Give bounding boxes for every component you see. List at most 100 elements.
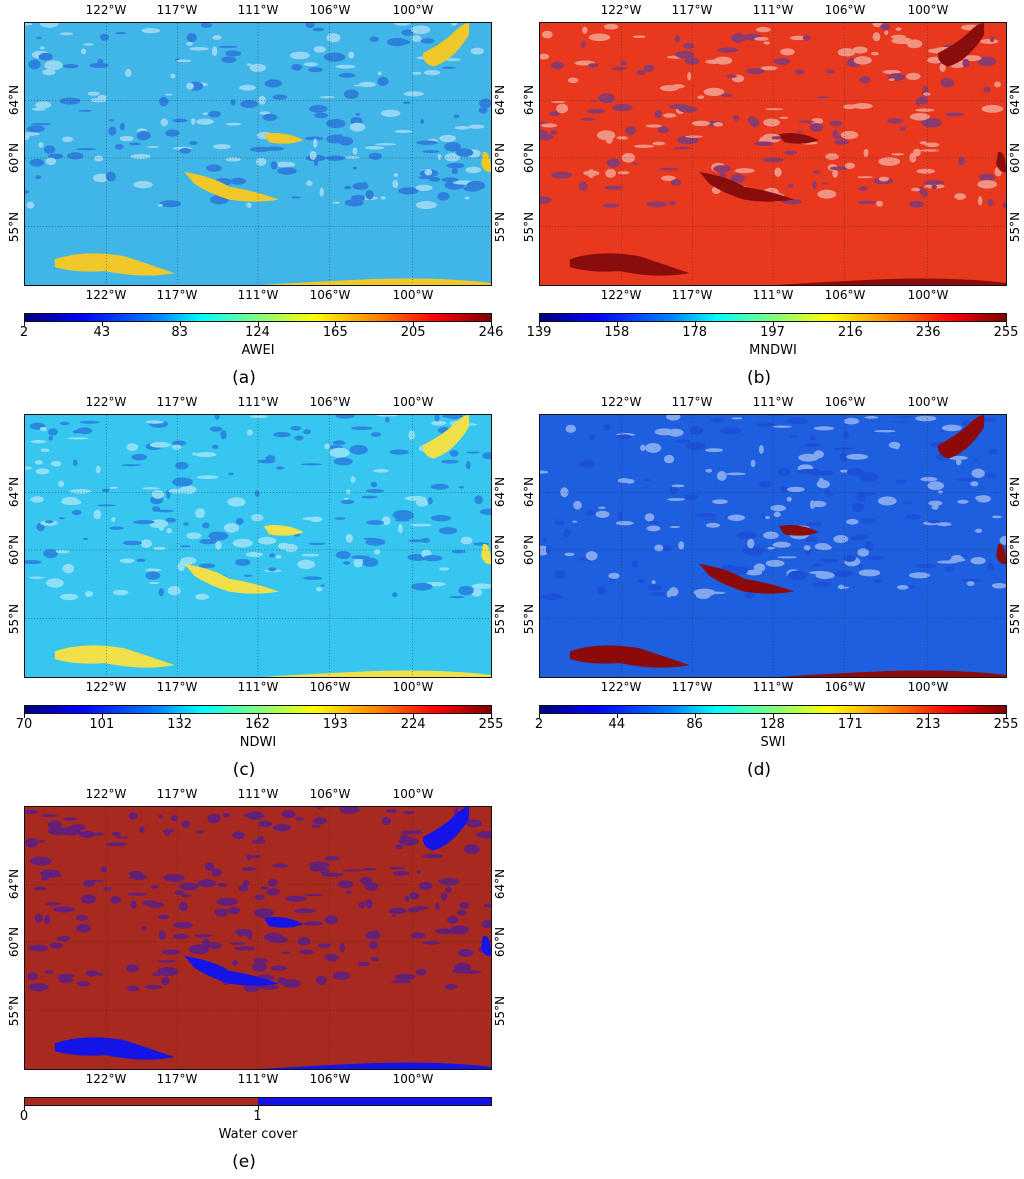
lake-4 xyxy=(202,670,491,677)
terrain-patch xyxy=(370,481,378,488)
terrain-patch xyxy=(255,157,267,166)
terrain-patch xyxy=(603,23,619,30)
terrain-patch xyxy=(398,523,403,534)
terrain-patch xyxy=(948,455,968,461)
terrain-patch xyxy=(732,114,740,121)
terrain-patch xyxy=(407,907,420,913)
terrain-patch xyxy=(758,480,774,488)
terrain-patch xyxy=(809,570,831,575)
terrain-patch xyxy=(317,807,322,810)
terrain-patch xyxy=(551,171,573,179)
lon-label-bottom: 122°W xyxy=(600,680,642,694)
terrain-patch xyxy=(148,581,160,584)
terrain-patch xyxy=(788,435,799,438)
terrain-patch xyxy=(309,150,317,160)
terrain-patch xyxy=(72,430,80,434)
terrain-patch xyxy=(986,563,995,572)
terrain-patch xyxy=(58,973,75,978)
terrain-patch xyxy=(915,108,935,112)
colorbar-tick-label: 83 xyxy=(171,325,188,340)
terrain-patch xyxy=(232,959,238,967)
terrain-patch xyxy=(844,556,861,567)
terrain-patch xyxy=(832,168,838,178)
colorbar-tick xyxy=(257,1106,259,1110)
terrain-patch xyxy=(780,48,795,56)
terrain-patch xyxy=(47,820,62,830)
terrain-patch xyxy=(786,569,801,579)
terrain-patch xyxy=(747,115,756,125)
terrain-patch xyxy=(279,825,292,829)
terrain-patch xyxy=(689,426,704,436)
terrain-patch xyxy=(329,447,350,458)
terrain-patch xyxy=(93,509,102,520)
terrain-patch xyxy=(444,142,462,152)
terrain-patch xyxy=(621,152,635,163)
terrain-patch xyxy=(141,926,147,931)
terrain-patch xyxy=(765,108,784,111)
terrain-patch xyxy=(420,538,431,543)
terrain-patch xyxy=(93,173,109,183)
terrain-patch xyxy=(28,576,45,579)
lake-2 xyxy=(184,955,279,986)
lake-2 xyxy=(184,171,279,202)
terrain-patch xyxy=(338,136,354,146)
terrain-patch xyxy=(863,148,869,158)
terrain-patch xyxy=(202,938,210,949)
panel-label: (c) xyxy=(232,760,256,780)
terrain-patch xyxy=(29,158,45,167)
lat-label-right: 60°N xyxy=(493,926,507,958)
terrain-patch xyxy=(202,112,209,115)
terrain-patch xyxy=(646,525,661,532)
terrain-patch xyxy=(168,488,189,494)
terrain-patch xyxy=(305,894,324,897)
terrain-patch xyxy=(198,563,216,569)
terrain-patch xyxy=(895,27,902,31)
terrain-patch xyxy=(671,484,685,488)
terrain-patch xyxy=(108,126,117,136)
terrain-patch xyxy=(189,46,209,51)
terrain-patch xyxy=(478,107,488,114)
terrain-patch xyxy=(654,110,663,119)
terrain-patch xyxy=(324,953,340,961)
panel-c: 122°W 122°W 117°W 117°W 111°W 111°W 106°W 106°W… xyxy=(0,392,512,785)
lon-label-top: 122°W xyxy=(85,3,127,17)
terrain-patch xyxy=(119,135,134,142)
lon-label-bottom: 100°W xyxy=(392,680,434,694)
colorbar-tick-label: 44 xyxy=(608,717,626,732)
terrain-patch xyxy=(38,52,53,61)
terrain-patch xyxy=(765,516,770,519)
terrain-patch xyxy=(389,449,409,455)
lon-label-top: 100°W xyxy=(392,3,434,17)
terrain-patch xyxy=(810,500,827,508)
terrain-patch xyxy=(170,815,179,822)
lon-label-bottom: 111°W xyxy=(752,680,794,694)
terrain-patch xyxy=(186,33,197,43)
terrain-patch xyxy=(161,949,181,955)
terrain-patch xyxy=(956,477,979,482)
terrain-patch xyxy=(713,165,732,173)
terrain-patch xyxy=(144,984,163,990)
terrain-patch xyxy=(377,76,389,86)
map-raster-e xyxy=(25,807,491,1069)
terrain-patch xyxy=(431,514,452,522)
terrain-patch xyxy=(179,882,199,891)
map-e xyxy=(24,806,492,1070)
terrain-patch xyxy=(710,417,725,423)
terrain-patch xyxy=(902,501,914,505)
colorbar xyxy=(24,313,492,322)
terrain-patch xyxy=(362,181,368,187)
terrain-patch xyxy=(940,78,955,88)
terrain-patch xyxy=(754,141,774,147)
terrain-patch xyxy=(335,550,351,559)
terrain-patch xyxy=(393,173,399,177)
terrain-patch xyxy=(47,428,58,436)
terrain-patch xyxy=(611,66,628,71)
terrain-patch xyxy=(159,200,182,208)
terrain-patch xyxy=(35,468,50,475)
terrain-patch xyxy=(454,962,471,973)
terrain-patch xyxy=(150,885,159,889)
terrain-patch xyxy=(76,924,91,933)
terrain-patch xyxy=(457,909,467,916)
terrain-patch xyxy=(666,590,672,598)
terrain-patch xyxy=(455,148,474,157)
